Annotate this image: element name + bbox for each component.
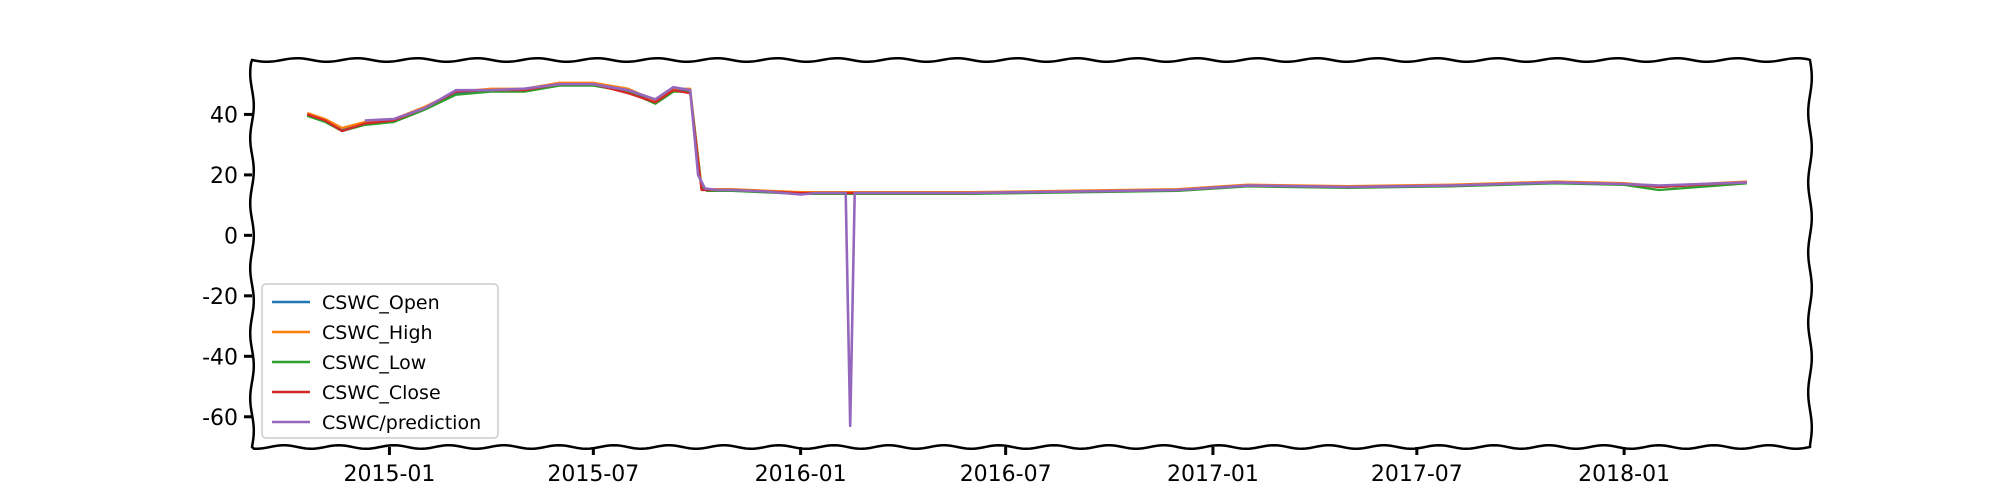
series-layer <box>306 81 1747 428</box>
series-line-cswc-low <box>306 84 1747 195</box>
y-tick-label: -40 <box>202 345 238 370</box>
x-axis: 2015-01 2015-07 2016-01 2016-07 2017-01 2017-… <box>343 447 1670 487</box>
y-axis: 40 20 0 -20 -40 -60 <box>202 103 252 431</box>
y-tick-label: 40 <box>210 103 238 128</box>
series-line-cswc-prediction <box>364 82 1747 428</box>
x-tick-label: 2016-07 <box>960 462 1052 487</box>
y-tick-label: -20 <box>202 285 238 310</box>
plot-frame <box>248 56 1814 451</box>
legend-label: CSWC_High <box>322 322 433 344</box>
series-line-cswc-high <box>306 81 1747 194</box>
legend-label: CSWC/prediction <box>322 412 481 434</box>
x-tick-label: 2016-01 <box>755 462 847 487</box>
x-tick-label: 2018-01 <box>1578 462 1670 487</box>
series-line-cswc-close <box>306 83 1747 195</box>
legend: CSWC_Open CSWC_High CSWC_Low CSWC_Close CSWC… <box>261 283 499 439</box>
series-line-cswc-open <box>306 83 1747 195</box>
legend-label: CSWC_Open <box>322 292 440 314</box>
legend-label: CSWC_Close <box>322 382 441 404</box>
legend-box <box>261 283 499 439</box>
x-tick-label: 2015-07 <box>547 462 639 487</box>
y-tick-label: 20 <box>210 164 238 189</box>
y-tick-label: -60 <box>202 406 238 431</box>
x-tick-label: 2015-01 <box>343 462 435 487</box>
legend-label: CSWC_Low <box>322 352 426 374</box>
x-tick-label: 2017-07 <box>1371 462 1463 487</box>
y-tick-label: 0 <box>224 224 238 249</box>
x-tick-label: 2017-01 <box>1167 462 1259 487</box>
